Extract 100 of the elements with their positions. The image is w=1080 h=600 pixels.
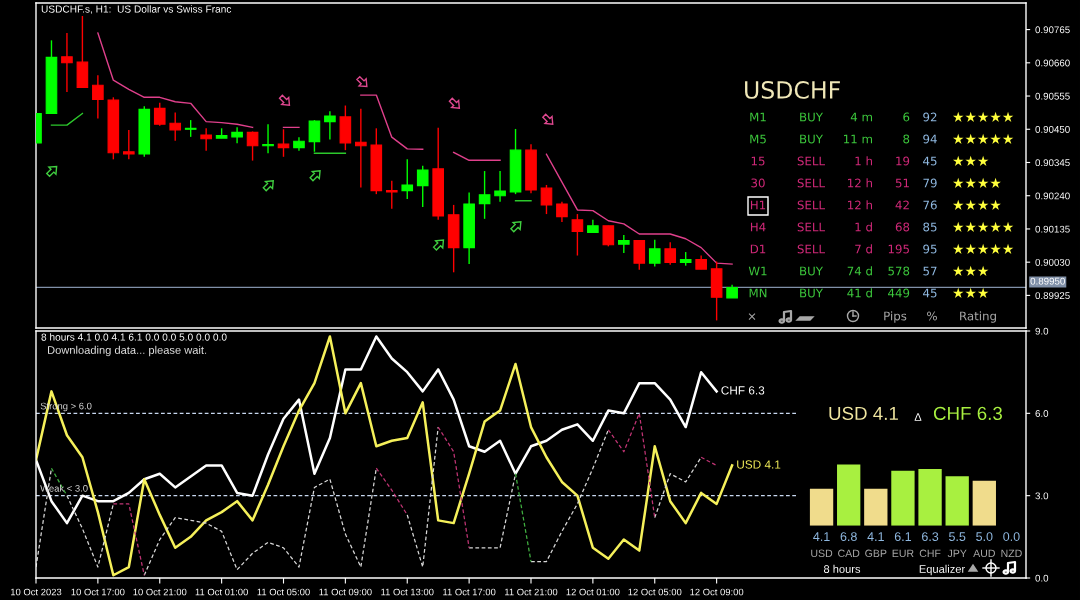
y-tick-label: 0.90555 (1035, 92, 1070, 100)
text: BUY (800, 134, 823, 144)
bar (837, 464, 861, 526)
series-label: USD 4.1 (737, 460, 781, 469)
text: 68 (895, 222, 910, 232)
text: SELL (797, 244, 825, 254)
annotation: Equalizer (919, 564, 965, 576)
text: 45 (923, 156, 937, 166)
text: 19 (896, 156, 910, 166)
category-label: M5 (750, 134, 766, 144)
category-label: H4 (750, 222, 766, 232)
x-tick-label: 11 Oct 13:00 (381, 588, 434, 596)
text: 449 (888, 288, 910, 298)
candlestick (648, 239, 661, 268)
category-label: × (748, 313, 756, 320)
x-tick-label: USD (811, 549, 833, 558)
candlestick (122, 129, 135, 161)
category-label: % (927, 311, 937, 321)
x-tick-label: 10 Oct 21:00 (133, 588, 187, 596)
candlestick (246, 130, 259, 162)
category-label: Rating (960, 311, 996, 323)
x-tick-label: 11 Oct 01:00 (195, 588, 248, 596)
text: 79 (923, 178, 937, 188)
text: 92 (923, 112, 937, 122)
text: 7 d (855, 244, 872, 254)
x-tick-label: 10 Oct 17:00 (71, 588, 125, 596)
x-tick-label: NZD (1001, 549, 1022, 557)
candlestick (169, 111, 182, 142)
y-tick-label: 0.0 (1035, 574, 1049, 582)
chart-title: 8 hours 4.1 0.0 4.1 6.1 0.0 0.0 5.0 0.0 0.0 (41, 333, 227, 341)
y-tick-label: 0.90030 (1035, 258, 1070, 266)
data-label: 5.0 (976, 532, 993, 541)
candlestick (231, 126, 243, 144)
text: ★★★★★ (952, 221, 1014, 232)
text: ★★★★★ (952, 133, 1014, 144)
x-tick-label: 11 Oct 17:00 (443, 588, 496, 596)
ref-line-label: 0.89950 (1030, 277, 1065, 285)
candlestick (324, 110, 336, 141)
x-tick-label: 12 Oct 05:00 (628, 588, 682, 596)
text: 578 (888, 266, 910, 276)
text: 57 (923, 266, 937, 276)
text: 6 (903, 112, 910, 122)
x-tick-label: 12 Oct 09:00 (690, 588, 744, 596)
text: ★★★★★ (952, 111, 1014, 122)
text: ★★★ (952, 155, 989, 166)
y-tick-label: 0.89925 (1035, 292, 1070, 300)
data-label: 4.1 (867, 532, 884, 541)
text: SELL (797, 222, 825, 232)
text: 94 (923, 134, 937, 144)
text: 12 h (848, 178, 872, 188)
text: 41 d (847, 288, 872, 298)
candlestick (571, 213, 584, 257)
text: BUY (800, 112, 823, 122)
bar (972, 480, 996, 526)
category-label: W1 (748, 266, 767, 276)
x-tick-label: 11 Oct 09:00 (319, 588, 372, 596)
x-tick-label: CHF (919, 549, 941, 558)
text: 76 (923, 200, 937, 210)
y-tick-label: 0.90765 (1035, 26, 1070, 34)
annotation: CHF 6.3 (933, 406, 1002, 421)
text: BUY (800, 288, 823, 298)
text: ★★★ (952, 265, 989, 276)
series-label: CHF 6.3 (721, 386, 765, 395)
data-label: 6.3 (922, 532, 939, 541)
y-tick-label: 6.0 (1035, 410, 1049, 417)
category-label: 30 (751, 178, 765, 188)
text: ★★★★ (952, 199, 1001, 210)
x-tick-label: JPY (947, 549, 967, 558)
y-tick-label: 3.0 (1035, 492, 1049, 500)
text: 42 (895, 200, 909, 210)
candlestick (355, 108, 367, 189)
data-label: 6.8 (840, 532, 857, 541)
text: 11 m (844, 134, 872, 144)
candlestick (633, 239, 646, 271)
candlestick (401, 158, 414, 200)
candlestick (277, 128, 290, 158)
x-tick-label: 11 Oct 05:00 (257, 588, 310, 596)
text: 195 (888, 244, 909, 254)
bar (891, 470, 915, 526)
bar (918, 469, 942, 526)
x-tick-label: CAD (838, 549, 860, 558)
category-label: H1 (750, 200, 766, 210)
candlestick (416, 164, 429, 208)
x-tick-label: 10 Oct 2023 (10, 588, 62, 596)
candlestick (385, 180, 398, 210)
candlestick (308, 119, 321, 153)
category-label: 15 (751, 156, 765, 166)
candlestick (664, 241, 677, 266)
chart-title: USDCHF.s, H1: US Dollar vs Swiss Franc (41, 5, 232, 14)
text: 12 h (848, 200, 872, 210)
data-label: 6.1 (894, 532, 912, 541)
text: 51 (895, 178, 909, 188)
candlestick (602, 225, 615, 248)
candlestick (262, 123, 274, 155)
candlestick (556, 201, 568, 223)
y-tick-label: 0.90660 (1035, 59, 1070, 67)
text: BUY (800, 266, 823, 276)
candlestick (494, 170, 506, 203)
bar (864, 488, 888, 526)
text: SELL (797, 178, 825, 188)
